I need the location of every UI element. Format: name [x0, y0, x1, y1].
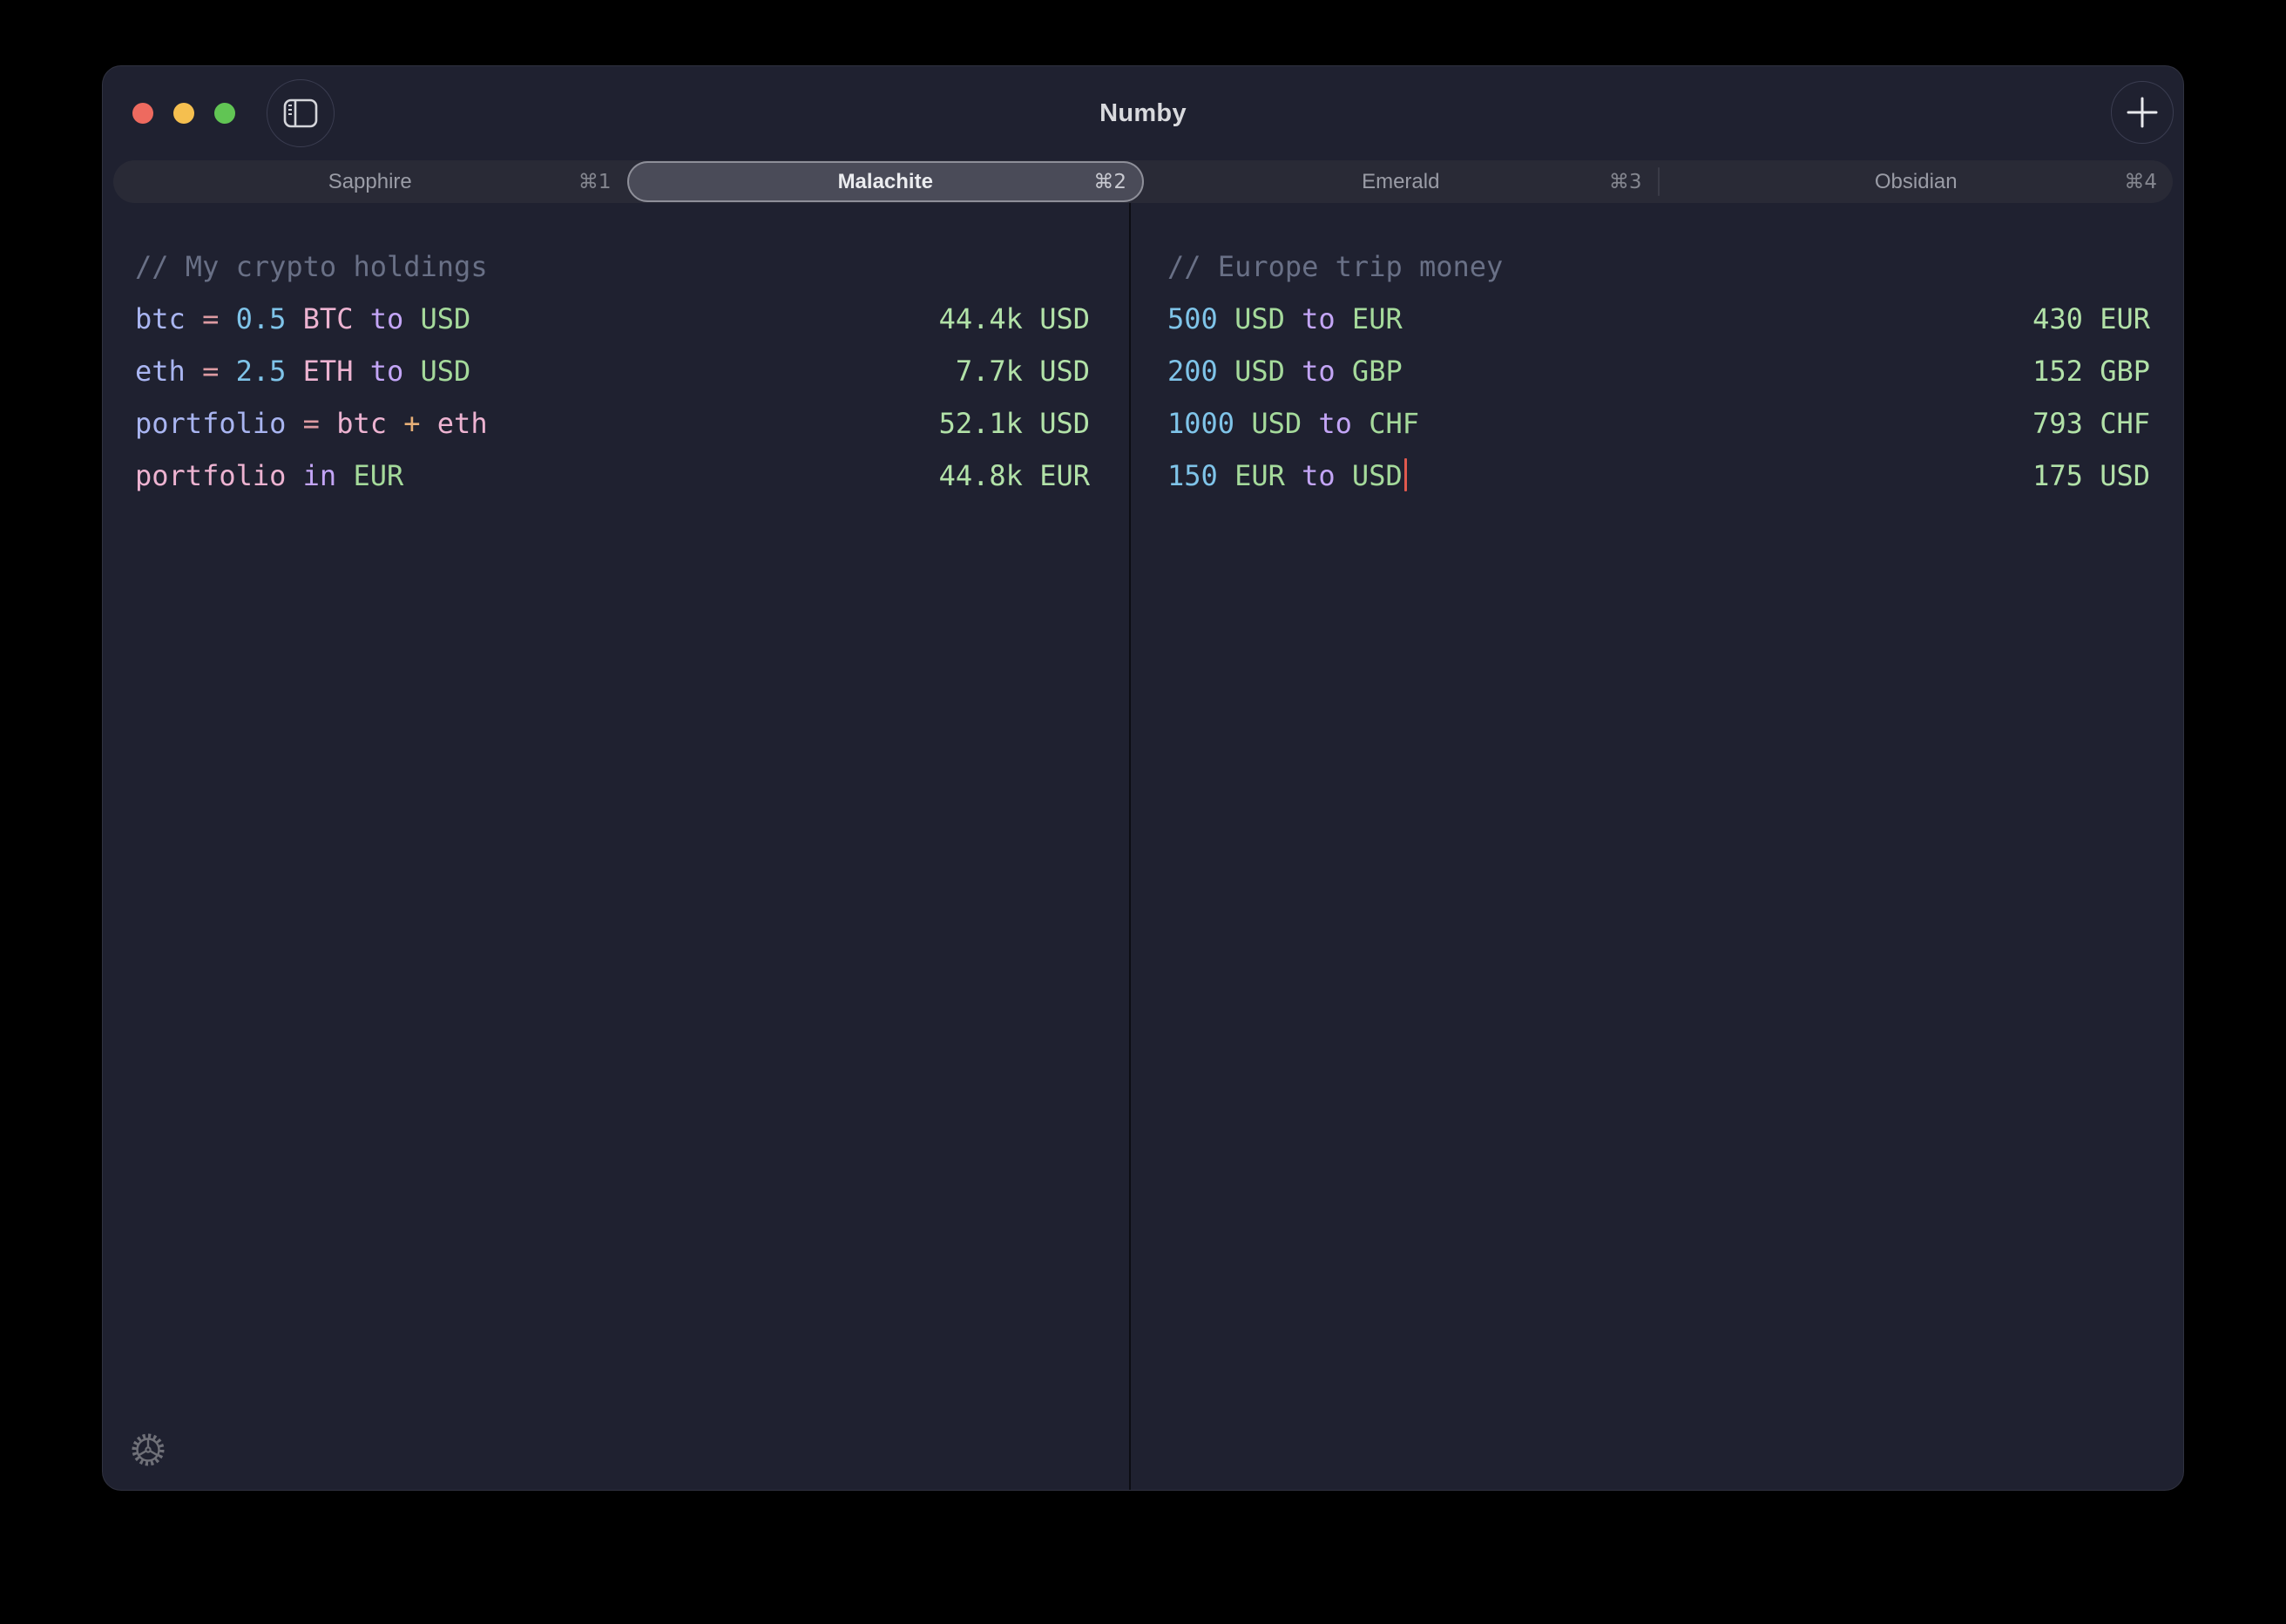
token-eq: = [302, 407, 337, 440]
token-unit: USD [1351, 459, 1403, 492]
token-unit: USD [1234, 302, 1302, 335]
tab-shortcut: ⌘3 [1608, 170, 1642, 193]
pane-divider[interactable] [1129, 203, 1131, 1490]
token-pink: ETH [302, 355, 370, 388]
text-cursor [1403, 458, 1407, 491]
token-plus: + [403, 407, 437, 440]
token-unit: EUR [353, 459, 404, 492]
token-num: 0.5 [235, 302, 303, 335]
result-value: 44.8k EUR [938, 459, 1090, 492]
token-unit: USD [420, 302, 471, 335]
tab-label: Obsidian [1874, 169, 1958, 193]
token-pink: btc [336, 407, 404, 440]
expression[interactable]: portfolio = btc + eth [135, 397, 488, 450]
titlebar: Numby [103, 66, 2183, 160]
result-value: 430 EUR [2032, 302, 2150, 335]
expression[interactable]: 150 EUR to USD [1167, 450, 1407, 502]
token-kw: to [1302, 302, 1352, 335]
expression[interactable]: 200 USD to GBP [1167, 345, 1403, 397]
token-var: btc [135, 302, 203, 335]
token-pink: BTC [302, 302, 370, 335]
token-comment: // Europe trip money [1167, 250, 1504, 283]
token-kw: to [1302, 355, 1352, 388]
calc-line[interactable]: 200 USD to GBP 152 GBP [1167, 345, 2150, 397]
token-unit: EUR [1351, 302, 1403, 335]
app-window: Numby Sapphire ⌘1 Malachite ⌘2 Emerald ⌘3 Obsi… [102, 65, 2184, 1491]
token-unit: EUR [1234, 459, 1302, 492]
result-value: 7.7k USD [955, 355, 1090, 388]
tab-label: Malachite [837, 169, 933, 193]
token-unit: GBP [1351, 355, 1403, 388]
calc-line[interactable]: btc = 0.5 BTC to USD 44.4k USD [135, 293, 1090, 345]
token-eq: = [202, 302, 236, 335]
settings-button[interactable] [127, 1429, 169, 1471]
expression[interactable]: btc = 0.5 BTC to USD [135, 293, 470, 345]
tab-shortcut: ⌘2 [1093, 170, 1126, 193]
expression[interactable]: 1000 USD to CHF [1167, 397, 1419, 450]
tab-bar: Sapphire ⌘1 Malachite ⌘2 Emerald ⌘3 Obsidian ⌘4 [113, 160, 2173, 203]
sidebar-icon [283, 98, 318, 128]
plus-icon [2126, 96, 2159, 129]
expression[interactable]: eth = 2.5 ETH to USD [135, 345, 470, 397]
gear-icon [129, 1431, 167, 1469]
token-var: eth [135, 355, 203, 388]
tab-malachite[interactable]: Malachite ⌘2 [626, 161, 1144, 202]
token-kw: to [369, 355, 421, 388]
token-unit: CHF [1369, 407, 1419, 440]
content-area: // My crypto holdings btc = 0.5 BTC to US… [103, 203, 2183, 1490]
expression[interactable]: // Europe trip money [1167, 240, 1503, 293]
result-value: 175 USD [2032, 459, 2150, 492]
tab-shortcut: ⌘4 [2124, 170, 2157, 193]
calc-line[interactable]: portfolio in EUR 44.8k EUR [135, 450, 1090, 502]
token-num: 150 [1167, 459, 1235, 492]
calc-line[interactable]: // Europe trip money [1167, 240, 2150, 293]
window-title: Numby [1099, 98, 1187, 127]
sidebar-toggle-button[interactable] [267, 79, 335, 147]
calc-line[interactable]: portfolio = btc + eth 52.1k USD [135, 397, 1090, 450]
token-num: 200 [1167, 355, 1235, 388]
token-eq: = [202, 355, 236, 388]
calc-line[interactable]: 1000 USD to CHF 793 CHF [1167, 397, 2150, 450]
token-kw: in [302, 459, 354, 492]
token-num: 500 [1167, 302, 1235, 335]
expression[interactable]: // My crypto holdings [135, 240, 488, 293]
pane-right[interactable]: // Europe trip money 500 USD to EUR 430 EU… [1131, 203, 2183, 1490]
traffic-lights [132, 103, 235, 124]
new-tab-button[interactable] [2111, 81, 2174, 144]
token-num: 2.5 [235, 355, 303, 388]
result-value: 793 CHF [2032, 407, 2150, 440]
calc-line[interactable]: 500 USD to EUR 430 EUR [1167, 293, 2150, 345]
expression[interactable]: portfolio in EUR [135, 450, 403, 502]
token-pink: eth [436, 407, 488, 440]
result-value: 52.1k USD [938, 407, 1090, 440]
token-comment: // My crypto holdings [135, 250, 488, 283]
minimize-button[interactable] [173, 103, 194, 124]
token-kw: to [1318, 407, 1370, 440]
close-button[interactable] [132, 103, 153, 124]
result-value: 44.4k USD [938, 302, 1090, 335]
tab-sapphire[interactable]: Sapphire ⌘1 [113, 160, 627, 203]
tab-obsidian[interactable]: Obsidian ⌘4 [1660, 160, 2174, 203]
token-kw: to [369, 302, 421, 335]
token-kw: to [1302, 459, 1352, 492]
token-unit: USD [1234, 355, 1302, 388]
token-unit: USD [1251, 407, 1319, 440]
calc-line[interactable]: // My crypto holdings [135, 240, 1090, 293]
tab-shortcut: ⌘1 [578, 170, 612, 193]
pane-left[interactable]: // My crypto holdings btc = 0.5 BTC to US… [103, 203, 1129, 1490]
zoom-button[interactable] [214, 103, 235, 124]
tab-emerald[interactable]: Emerald ⌘3 [1144, 160, 1658, 203]
tab-label: Sapphire [328, 169, 412, 193]
token-num: 1000 [1167, 407, 1252, 440]
token-var: portfolio [135, 407, 303, 440]
result-value: 152 GBP [2032, 355, 2150, 388]
calc-line[interactable]: 150 EUR to USD 175 USD [1167, 450, 2150, 502]
token-unit: USD [420, 355, 471, 388]
calc-line[interactable]: eth = 2.5 ETH to USD 7.7k USD [135, 345, 1090, 397]
tab-divider [1657, 167, 1660, 196]
expression[interactable]: 500 USD to EUR [1167, 293, 1403, 345]
tab-label: Emerald [1362, 169, 1440, 193]
token-pink: portfolio [135, 459, 303, 492]
